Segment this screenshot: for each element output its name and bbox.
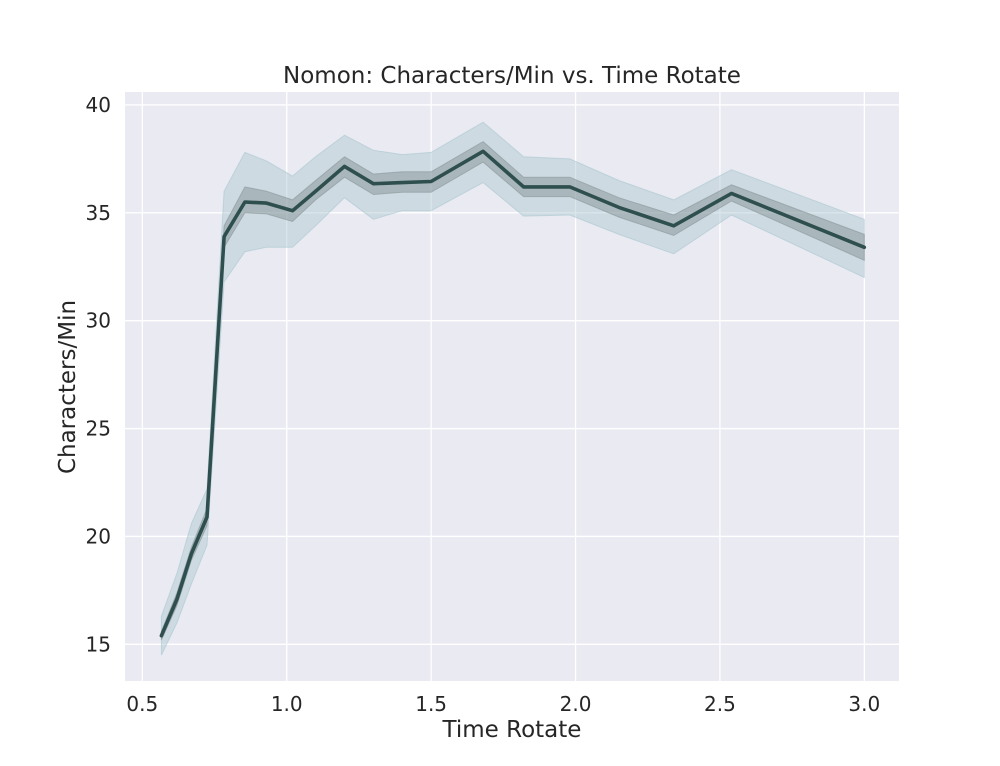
chart-title: Nomon: Characters/Min vs. Time Rotate — [283, 63, 741, 89]
x-tick-label: 1.0 — [271, 692, 303, 716]
plot-area — [125, 92, 899, 681]
x-tick-label: 2.0 — [560, 692, 592, 716]
grid — [125, 92, 899, 681]
inner-confidence-band — [160, 140, 865, 641]
y-tick-label: 30 — [86, 309, 111, 333]
y-tick-label: 20 — [86, 524, 111, 548]
y-tick-label: 35 — [86, 201, 111, 225]
x-tick-label: 2.5 — [704, 692, 736, 716]
series-lines — [159, 149, 867, 638]
x-tick-label: 1.5 — [415, 692, 447, 716]
y-tick-labels: 15 20 25 30 35 40 — [86, 93, 111, 656]
outer-confidence-band — [160, 121, 865, 656]
x-tick-label: 0.5 — [126, 692, 158, 716]
y-axis-label: Characters/Min — [55, 300, 81, 474]
series-line — [159, 149, 867, 638]
x-tick-labels: 0.5 1.0 1.5 2.0 2.5 3.0 — [126, 692, 880, 716]
x-tick-label: 3.0 — [848, 692, 880, 716]
y-tick-label: 40 — [86, 93, 111, 117]
confidence-bands — [160, 121, 865, 656]
x-axis-label: Time Rotate — [442, 717, 582, 743]
y-tick-label: 15 — [86, 632, 111, 656]
y-tick-label: 25 — [86, 417, 111, 441]
